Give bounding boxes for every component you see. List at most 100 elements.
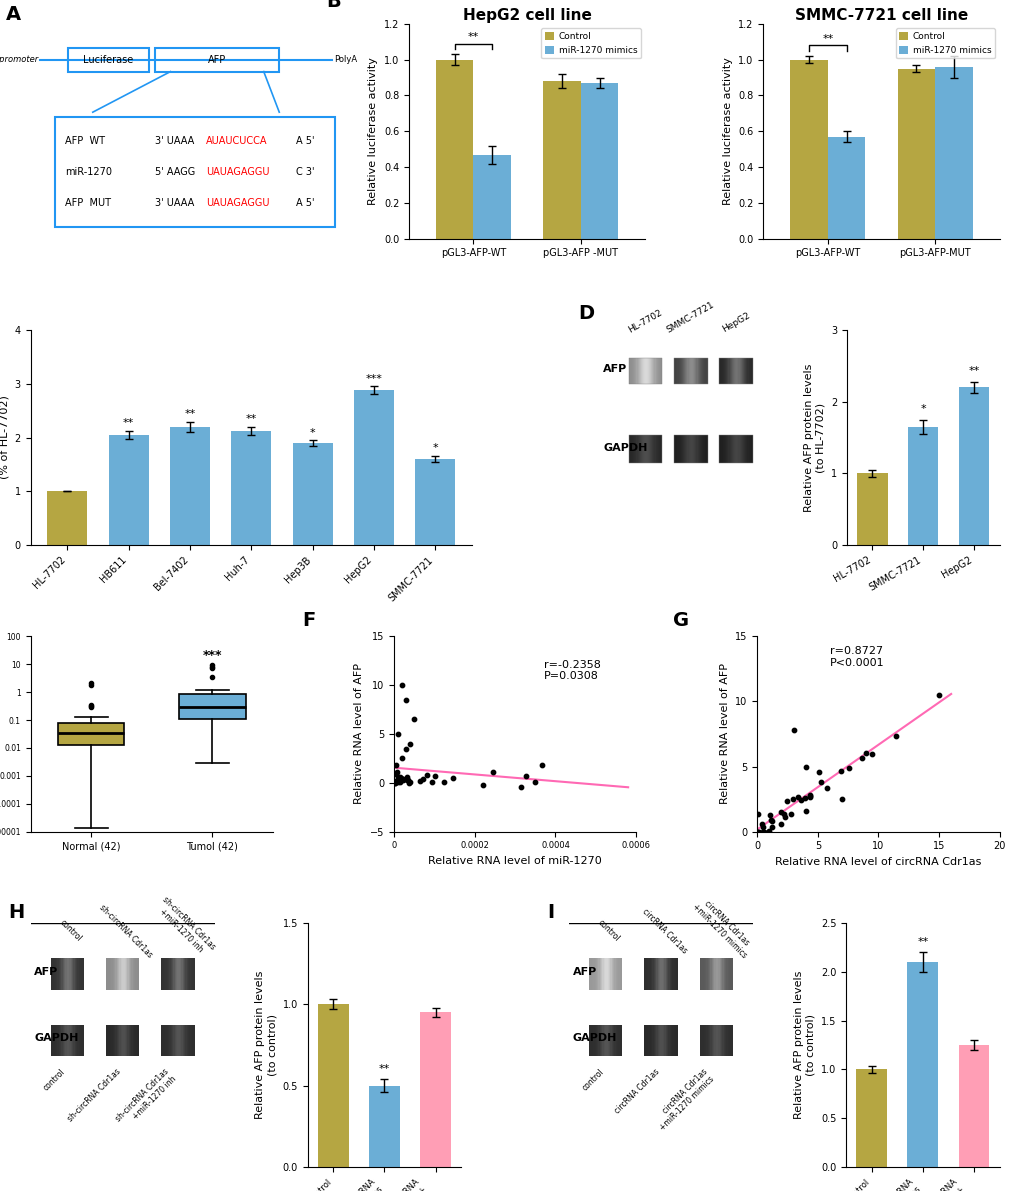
Bar [643, 436, 644, 463]
Bar [702, 436, 703, 463]
Bar [696, 358, 697, 384]
Bar [681, 358, 683, 384]
Bar [192, 959, 193, 990]
Text: AFP: AFP [208, 55, 226, 64]
Text: HL-7702: HL-7702 [627, 307, 663, 335]
Bar [727, 959, 729, 990]
Point [526, 773, 542, 792]
Text: A 5': A 5' [297, 198, 315, 208]
Bar [672, 959, 673, 990]
Bar [751, 436, 752, 463]
Bar [715, 959, 716, 990]
Bar [174, 1025, 176, 1056]
Bar [705, 358, 706, 384]
Bar [628, 436, 629, 463]
Y-axis label: Relative AFP protein levels
(to control): Relative AFP protein levels (to control) [793, 971, 814, 1120]
Bar [116, 1025, 118, 1056]
Bar [116, 959, 118, 990]
Bar [698, 358, 699, 384]
Bar [648, 436, 649, 463]
Bar [166, 959, 168, 990]
Bar [190, 959, 191, 990]
Point [762, 811, 779, 830]
Bar [169, 1025, 170, 1056]
Bar [606, 1025, 607, 1056]
Bar [191, 1025, 192, 1056]
Bar [658, 1025, 659, 1056]
Point [771, 815, 788, 834]
Bar [689, 436, 690, 463]
Bar [186, 959, 187, 990]
Bar [704, 959, 706, 990]
Point [759, 822, 775, 841]
Bar [743, 436, 745, 463]
Bar [161, 1025, 163, 1056]
Bar [645, 436, 646, 463]
Bar [107, 959, 109, 990]
Bar [713, 959, 715, 990]
Bar [679, 436, 680, 463]
Bar [137, 959, 138, 990]
Bar [702, 1025, 703, 1056]
Bar [742, 436, 743, 463]
Bar [63, 959, 64, 990]
Bar [318, 1004, 348, 1167]
Bar [727, 358, 728, 384]
Bar [739, 358, 740, 384]
Bar [675, 1025, 676, 1056]
PathPatch shape [58, 723, 124, 746]
Bar [473, 155, 511, 238]
Bar [688, 436, 689, 463]
Point [812, 773, 828, 792]
Bar [608, 959, 609, 990]
Bar [70, 959, 72, 990]
Bar [674, 358, 675, 384]
Bar [646, 959, 648, 990]
Text: *: * [310, 428, 315, 437]
Bar [741, 358, 742, 384]
Bar [666, 1025, 667, 1056]
Bar [128, 959, 129, 990]
Bar [659, 1025, 661, 1056]
Bar [609, 959, 611, 990]
Bar [723, 436, 725, 463]
Point [386, 771, 403, 790]
Bar [172, 1025, 173, 1056]
Point [436, 772, 452, 791]
Text: control: control [42, 1067, 67, 1092]
Point [393, 749, 410, 768]
Bar [107, 1025, 109, 1056]
Bar [638, 436, 639, 463]
Bar [676, 959, 677, 990]
Bar [718, 358, 752, 384]
Text: 5' AAGG: 5' AAGG [155, 167, 195, 177]
Bar [109, 959, 110, 990]
Bar [721, 1025, 722, 1056]
Bar [745, 436, 746, 463]
Bar [719, 959, 720, 990]
Point [776, 807, 793, 827]
Bar [52, 959, 53, 990]
Bar [711, 959, 712, 990]
Point [415, 769, 431, 788]
Bar [51, 959, 52, 990]
Bar [722, 1025, 725, 1056]
Bar [185, 1025, 186, 1056]
Bar [737, 436, 738, 463]
Bar [685, 358, 686, 384]
Bar [66, 1025, 68, 1056]
Bar [698, 436, 699, 463]
Bar [111, 959, 113, 990]
Text: **: ** [378, 1065, 389, 1074]
Text: I: I [546, 903, 553, 922]
Bar [115, 959, 116, 990]
Bar [178, 959, 179, 990]
Bar [691, 358, 692, 384]
Bar [138, 1025, 140, 1056]
Bar [725, 436, 726, 463]
Bar [634, 436, 635, 463]
Point [389, 772, 406, 791]
Bar [728, 436, 729, 463]
Y-axis label: Relative luciferase activity: Relative luciferase activity [722, 57, 732, 205]
Bar [676, 1025, 677, 1056]
